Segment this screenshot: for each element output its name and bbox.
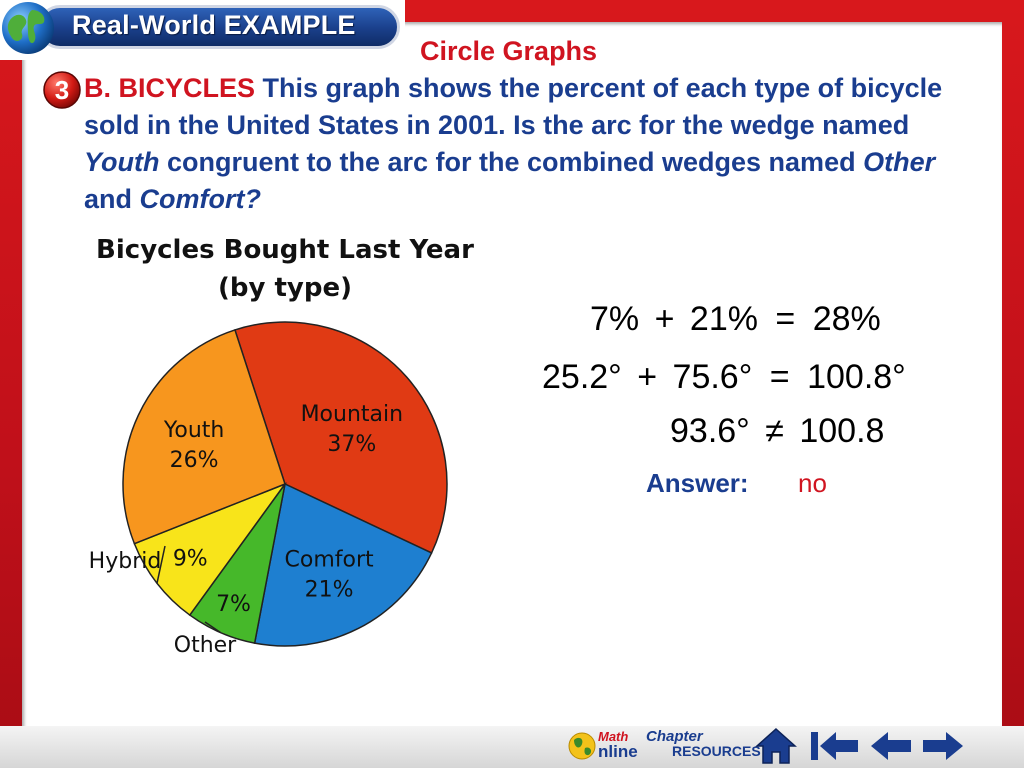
slide-title: Circle Graphs (420, 36, 598, 66)
pie-slices (122, 321, 448, 647)
eq2-equals: = (769, 358, 790, 396)
leader-line-hybrid (156, 545, 166, 584)
eq2-result: 100.8° (807, 358, 906, 396)
term-youth: Youth (84, 147, 160, 177)
eq2-term-a: 25.2° (542, 358, 622, 396)
problem-text-1: This graph shows the percent of each typ… (84, 73, 943, 140)
term-other: Other (863, 147, 936, 177)
pie-slice-mountain (233, 321, 448, 554)
slice-name-other: Other (174, 633, 237, 658)
leader-line-other (204, 621, 222, 634)
eq1-plus: + (654, 300, 675, 338)
slice-name-youth: Youth (163, 418, 225, 443)
home-icon[interactable] (754, 726, 798, 766)
eq1-result: 28% (812, 300, 881, 338)
problem-lead: B. BICYCLES (84, 73, 256, 103)
eq3-term-a: 93.6° (670, 412, 750, 450)
slice-name-mountain: Mountain (301, 402, 404, 427)
eq3-not-equal: ≠ (765, 412, 784, 450)
chart-subtitle: (by type) (218, 273, 352, 303)
step-number-icon: 3 (43, 71, 81, 109)
next-slide-icon[interactable] (920, 728, 966, 764)
math-label[interactable]: Math (598, 729, 629, 744)
previous-slide-icon[interactable] (868, 728, 914, 764)
slice-value-hybrid: 9% (173, 546, 208, 571)
eq1-equals: = (775, 300, 796, 338)
eq3-term-b: 100.8 (799, 412, 885, 450)
math-online-icon[interactable] (566, 728, 598, 762)
slice-value-comfort: 21% (305, 578, 354, 603)
pie-slice-youth (122, 328, 286, 545)
term-comfort: Comfort (139, 184, 245, 214)
chapter-label[interactable]: Chapter (646, 728, 703, 745)
problem-statement: B. BICYCLES This graph shows the percent… (84, 70, 974, 218)
problem-text-4: ? (244, 184, 262, 214)
resources-label[interactable]: RESOURCES (672, 743, 761, 759)
answer-label: Answer: (646, 468, 749, 498)
step-number: 3 (55, 75, 69, 105)
chart-title: Bicycles Bought Last Year (96, 235, 474, 265)
eq2-plus: + (637, 358, 658, 396)
online-label[interactable]: nline (598, 742, 638, 761)
slice-name-hybrid: Hybrid (89, 549, 162, 574)
pie-slice-comfort (253, 482, 433, 647)
problem-text-3: and (84, 184, 140, 214)
pie-chart: Bicycles Bought Last Year (by type) Moun… (89, 235, 474, 658)
slice-name-comfort: Comfort (285, 548, 375, 573)
pie-labels: Mountain 37% Comfort 21% 7% Other 9% Hybrid Yout… (89, 402, 403, 658)
header-badge: Real-World EXAMPLE (0, 0, 405, 60)
eq1-term-a: 7% (590, 300, 640, 338)
first-slide-icon[interactable] (808, 728, 862, 764)
badge-label: Real-World EXAMPLE (72, 10, 356, 40)
eq1-term-b: 21% (689, 300, 758, 338)
equation-line-2: 25.2° + 75.6° = 100.8° (542, 358, 906, 397)
answer-value: no (798, 468, 827, 498)
slice-value-youth: 26% (170, 448, 219, 473)
slice-value-mountain: 37% (327, 432, 376, 457)
slice-value-other: 7% (216, 592, 251, 617)
equation-line-3: 93.6° ≠ 100.8 (670, 412, 884, 451)
badge-pill (38, 5, 400, 49)
eq2-term-b: 75.6° (672, 358, 753, 396)
problem-text-2: congruent to the arc for the combined we… (159, 147, 864, 177)
equation-line-1: 7% + 21% = 28% (590, 300, 881, 339)
globe-icon (2, 2, 54, 54)
